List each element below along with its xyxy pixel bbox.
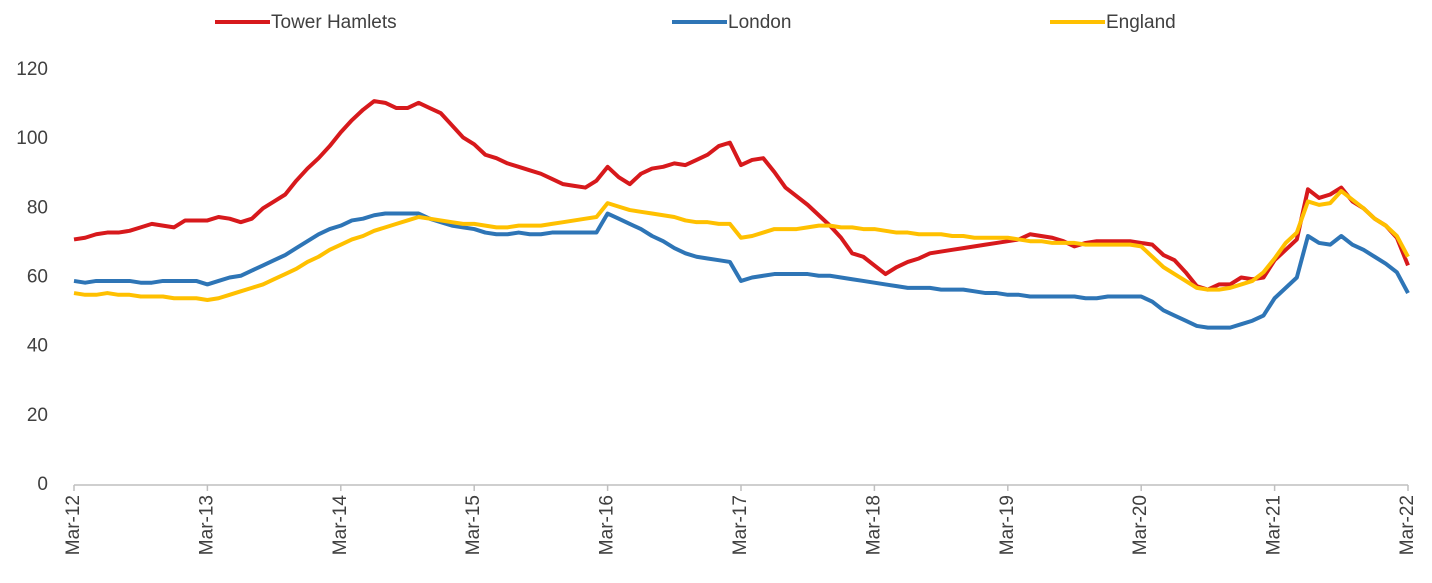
x-tick-label: Mar-17 xyxy=(730,495,751,555)
x-tick-label: Mar-18 xyxy=(863,495,884,555)
series-line xyxy=(73,211,1410,330)
y-tick-label: 20 xyxy=(27,405,48,426)
y-tick-label: 0 xyxy=(37,474,48,495)
y-tick-label: 80 xyxy=(27,197,48,218)
y-tick-label: 60 xyxy=(27,267,48,288)
x-tick-label: Mar-21 xyxy=(1264,495,1285,555)
x-tick-label: Mar-14 xyxy=(330,495,351,556)
series-line xyxy=(73,99,1410,292)
x-tick-label: Mar-13 xyxy=(196,495,217,555)
legend-label: Tower Hamlets xyxy=(271,12,397,33)
x-tick-label: Mar-12 xyxy=(63,495,84,555)
y-tick-label: 120 xyxy=(16,59,48,80)
y-tick-label: 100 xyxy=(16,128,48,149)
series-line xyxy=(73,189,1410,302)
x-tick-label: Mar-16 xyxy=(597,495,618,555)
legend-label: London xyxy=(728,12,791,33)
x-tick-label: Mar-22 xyxy=(1397,495,1418,555)
y-tick-label: 40 xyxy=(27,336,48,357)
x-tick-label: Mar-19 xyxy=(997,495,1018,555)
x-tick-label: Mar-15 xyxy=(463,495,484,555)
legend-label: England xyxy=(1106,12,1176,33)
x-tick-label: Mar-20 xyxy=(1130,495,1151,555)
